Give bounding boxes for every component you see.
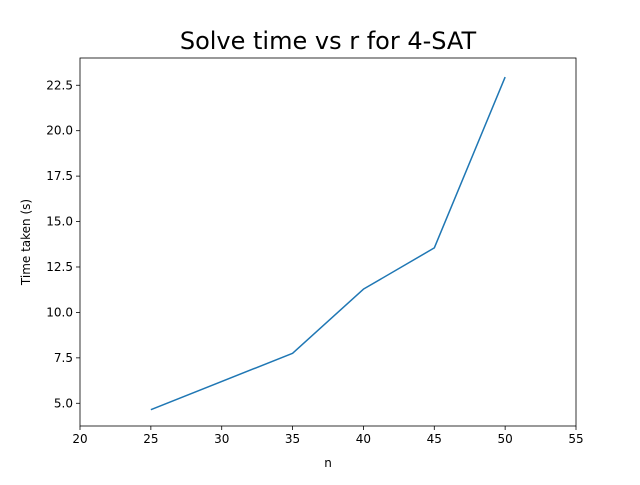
y-tick-label: 7.5 <box>54 351 73 365</box>
y-axis-label: Time taken (s) <box>19 199 33 286</box>
chart-title: Solve time vs r for 4-SAT <box>180 27 477 55</box>
y-tick-label: 5.0 <box>54 396 73 410</box>
x-axis-label: n <box>324 456 332 470</box>
y-tick-label: 22.5 <box>46 78 73 92</box>
x-tick-label: 50 <box>498 432 513 446</box>
y-tick-label: 20.0 <box>46 124 73 138</box>
x-tick-label: 45 <box>427 432 442 446</box>
plot-area: 20 25 30 35 40 45 50 55 5.0 7.5 10.0 12.5 15.0 17.5 20… <box>46 57 584 446</box>
plot-frame <box>79 57 577 427</box>
y-tick-label: 10.0 <box>46 305 73 319</box>
x-tick-label: 40 <box>356 432 371 446</box>
x-tick-label: 55 <box>568 432 583 446</box>
series-line <box>150 76 506 411</box>
x-tick-label: 20 <box>72 432 87 446</box>
y-tick-label: 15.0 <box>46 215 73 229</box>
x-tick-label: 30 <box>214 432 229 446</box>
y-tick-label: 17.5 <box>46 169 73 183</box>
x-tick-label: 25 <box>143 432 158 446</box>
x-tick-label: 35 <box>285 432 300 446</box>
y-tick-label: 12.5 <box>46 260 73 274</box>
